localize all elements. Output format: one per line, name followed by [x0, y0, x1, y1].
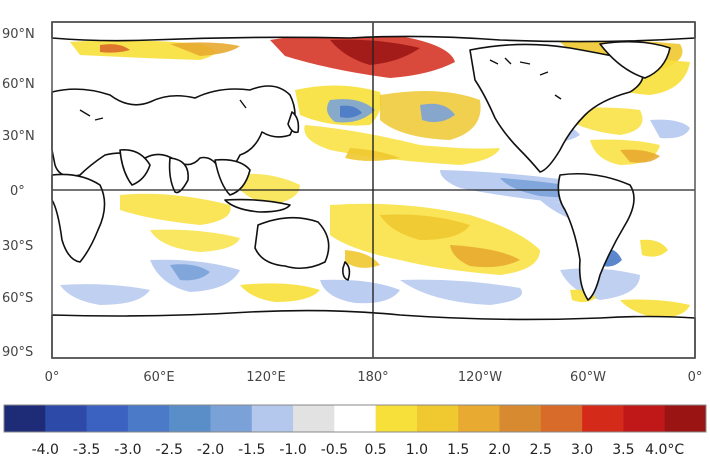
colorbar-swatch [458, 405, 501, 432]
landmass-africa [51, 173, 106, 263]
colorbar-swatch [251, 405, 294, 432]
landmass-se-asia [214, 158, 251, 196]
colorbar-label: 0.5 [364, 442, 386, 458]
colorbar-label: 3.5 [612, 442, 634, 458]
lon-axis: 0° 60°E 120°E 180° 120°W 60°W 0° [45, 370, 703, 385]
landmass-japan [287, 111, 300, 134]
colorbar-label: 3.0 [571, 442, 593, 458]
colorbar-label: -1.5 [238, 442, 265, 458]
colorbar-swatch [293, 405, 335, 432]
colorbar-swatch [499, 405, 542, 432]
colorbar-label: 1.0 [406, 442, 428, 458]
lat-label: 90°S [2, 345, 33, 360]
landmass-indonesia [224, 198, 291, 213]
colorbar-swatch [582, 405, 624, 432]
lat-label: 60°S [2, 291, 33, 306]
colorbar-label: 1.5 [447, 442, 469, 458]
lon-label: 60°E [143, 370, 174, 385]
colorbar-swatch [664, 405, 707, 432]
colorbar-label: -2.5 [156, 442, 183, 458]
landmass-eurasia-africa [51, 85, 296, 178]
colorbar-label: -3.0 [114, 442, 141, 458]
colorbar-frame [3, 404, 707, 433]
lat-label: 30°N [2, 129, 35, 144]
lon-label: 0° [688, 370, 703, 385]
lon-label: 180° [357, 370, 388, 385]
colorbar-swatch [334, 405, 377, 432]
landmass-arabia-india [119, 148, 151, 186]
colorbar-label: -3.5 [73, 442, 100, 458]
colorbar: -4.0 -3.5 -3.0 -2.5 -2.0 -1.5 -1.0 -0.5 0.5 1.0 1.… [3, 404, 707, 458]
map-panel [51, 21, 696, 359]
lat-label: 60°N [2, 77, 35, 92]
coast-fragments [79, 57, 562, 121]
colorbar-label: -1.0 [279, 442, 306, 458]
lon-label: 0° [45, 370, 60, 385]
colorbar-swatch [86, 405, 129, 432]
landmass-south-america [557, 172, 635, 301]
colorbar-label: -0.5 [321, 442, 348, 458]
colorbar-swatch [4, 405, 46, 432]
colorbar-label: -2.0 [197, 442, 224, 458]
colorbar-swatch [540, 405, 583, 432]
colorbar-label: -4.0 [32, 442, 59, 458]
colorbar-label: 4.0°C [645, 442, 684, 458]
lon-label: 120°E [246, 370, 286, 385]
colorbar-swatch [45, 405, 88, 432]
colorbar-swatch [169, 405, 211, 432]
lon-label: 120°W [458, 370, 502, 385]
colorbar-label: 2.0 [488, 442, 510, 458]
colorbar-swatch [416, 405, 459, 432]
colorbar-swatch [623, 405, 666, 432]
lat-label: 0° [10, 184, 25, 199]
landmass-new-zealand [342, 261, 351, 281]
map-frame [51, 21, 696, 359]
landmass-australia [254, 216, 330, 270]
landmass-greenland [599, 40, 671, 79]
colorbar-label: 2.5 [530, 442, 552, 458]
colorbar-swatch [375, 405, 418, 432]
lat-axis: 90°N 60°N 30°N 0° 30°S 60°S 90°S [2, 27, 35, 360]
lat-label: 30°S [2, 239, 33, 254]
lon-label: 60°W [570, 370, 606, 385]
colorbar-swatch [210, 405, 253, 432]
lat-label: 90°N [2, 27, 35, 42]
colorbar-swatch [127, 405, 170, 432]
landmass-north-america [469, 43, 645, 173]
